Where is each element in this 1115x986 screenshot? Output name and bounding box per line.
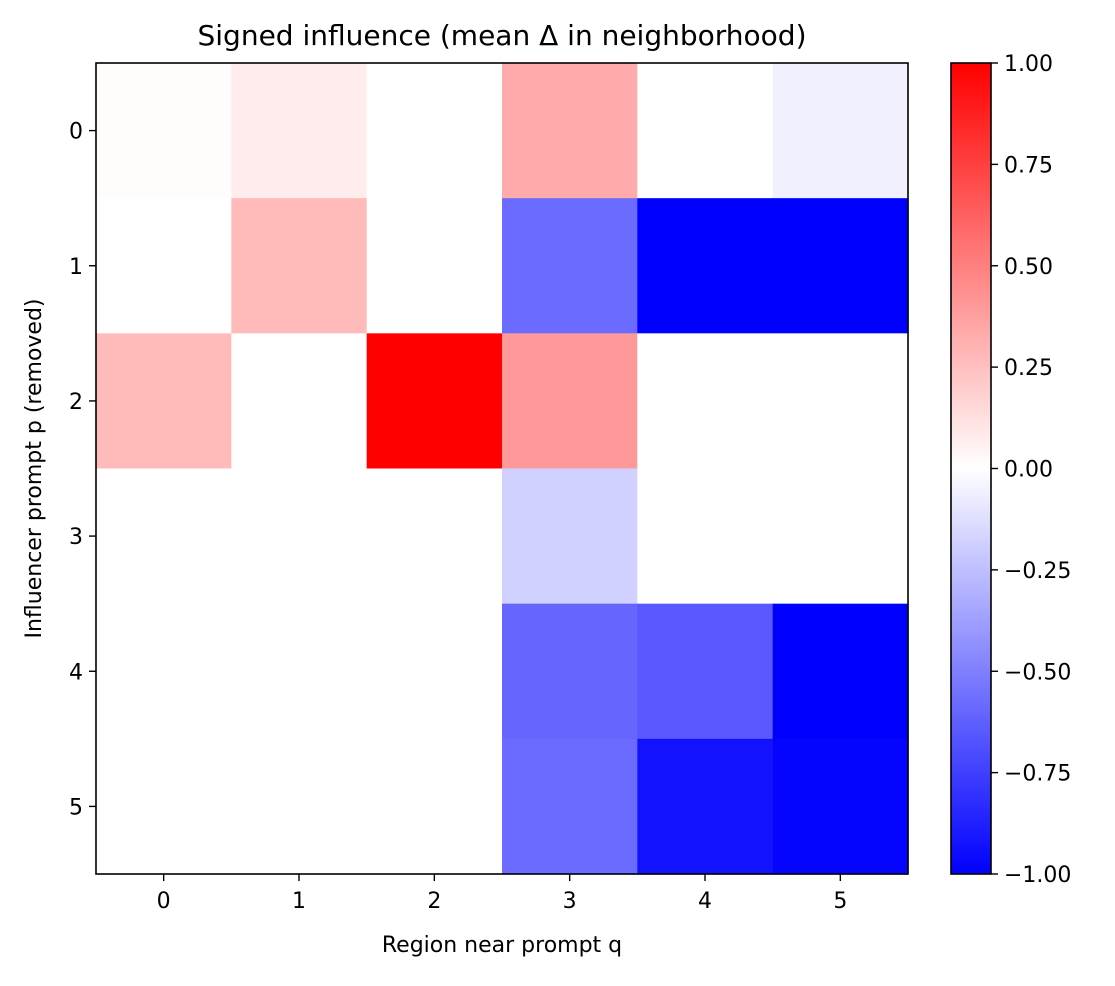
x-tick-label: 2 xyxy=(427,889,441,914)
y-tick-label: 2 xyxy=(69,390,83,415)
x-tick-label: 0 xyxy=(157,889,171,914)
heatmap-cell xyxy=(96,198,232,334)
heatmap-cell xyxy=(637,468,774,605)
heatmap-cell xyxy=(637,198,774,334)
x-tick-label: 4 xyxy=(698,889,712,914)
heatmap-cell xyxy=(96,63,232,199)
heatmap-cell xyxy=(637,333,774,470)
heatmap-cell xyxy=(502,738,638,875)
colorbar-tick-label: 0.00 xyxy=(1004,458,1053,483)
heatmap-cell xyxy=(96,333,232,470)
y-axis-label: Influencer prompt p (removed) xyxy=(22,298,47,638)
colorbar-tick-label: −1.00 xyxy=(1004,863,1071,888)
colorbar-tick-label: 0.50 xyxy=(1004,255,1053,280)
heatmap-cell xyxy=(96,738,232,875)
y-tick-label: 1 xyxy=(69,255,83,280)
colorbar-tick-label: −0.50 xyxy=(1004,660,1071,685)
heatmap-cell xyxy=(637,63,774,199)
heatmap-cell xyxy=(231,738,368,875)
y-tick-label: 4 xyxy=(69,660,83,685)
heatmap-cell xyxy=(366,63,503,199)
heatmap-cell xyxy=(96,468,232,605)
heatmap-cell xyxy=(231,333,368,470)
colorbar-tick-label: −0.25 xyxy=(1004,559,1071,584)
colorbar-ticks: 1.00 0.75 0.50 0.25 0.00 −0.25 −0.50 −0.75 −1.00 xyxy=(991,52,1071,888)
heatmap-cell xyxy=(366,333,503,470)
heatmap-cell xyxy=(366,603,503,740)
x-tick-label: 1 xyxy=(292,889,306,914)
heatmap-cell xyxy=(231,63,368,199)
x-tick-label: 3 xyxy=(563,889,577,914)
heatmap-cell xyxy=(772,63,909,199)
plot-frame xyxy=(95,62,909,875)
heatmap-cell xyxy=(231,603,368,740)
x-axis-label: Region near prompt q xyxy=(382,933,622,958)
colorbar-tick-label: −0.75 xyxy=(1004,762,1071,787)
y-tick-label: 0 xyxy=(69,120,83,145)
colorbar-tick-label: 0.75 xyxy=(1004,153,1053,178)
colorbar xyxy=(950,62,992,875)
x-tick-label: 5 xyxy=(833,889,847,914)
heatmap-cell xyxy=(96,603,232,740)
chart-title: Signed influence (mean Δ in neighborhood… xyxy=(198,19,807,52)
heatmap-cell xyxy=(231,198,368,334)
heatmap-cell xyxy=(502,333,638,470)
heatmap-cell xyxy=(366,468,503,605)
colorbar-tick-label: 1.00 xyxy=(1004,52,1053,77)
heatmap-cells xyxy=(96,63,909,875)
y-axis-ticks: 0 1 2 3 4 5 xyxy=(69,120,96,820)
y-tick-label: 3 xyxy=(69,525,83,550)
x-axis-ticks: 0 1 2 3 4 5 xyxy=(157,874,847,914)
heatmap-cell xyxy=(231,468,368,605)
heatmap-cell xyxy=(772,738,909,875)
heatmap-cell xyxy=(502,603,638,740)
heatmap-cell xyxy=(637,603,774,740)
heatmap-cell xyxy=(502,198,638,334)
heatmap-cell xyxy=(366,198,503,334)
heatmap-cell xyxy=(637,738,774,875)
heatmap-cell xyxy=(772,468,909,605)
heatmap-cell xyxy=(502,468,638,605)
colorbar-tick-label: 0.25 xyxy=(1004,356,1053,381)
heatmap-cell xyxy=(772,198,909,334)
heatmap-cell xyxy=(502,63,638,199)
heatmap-cell xyxy=(772,333,909,470)
y-tick-label: 5 xyxy=(69,795,83,820)
heatmap-cell xyxy=(772,603,909,740)
heatmap-cell xyxy=(366,738,503,875)
